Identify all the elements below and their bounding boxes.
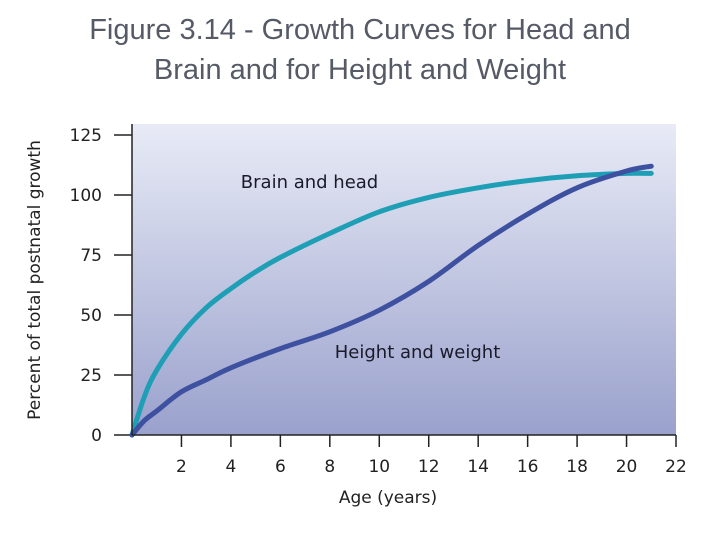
- x-tick-label: 22: [665, 457, 687, 477]
- x-axis-title: Age (years): [339, 488, 437, 508]
- slide-title-line-2: Brain and for Height and Weight: [153, 54, 567, 86]
- x-tick-label: 2: [176, 457, 187, 477]
- y-tick-label: 75: [80, 246, 102, 266]
- plot-area: [132, 124, 676, 435]
- x-tick-label: 4: [225, 457, 236, 477]
- x-tick-label: 18: [566, 457, 588, 477]
- y-tick-label: 0: [91, 426, 102, 446]
- x-tick-label: 10: [368, 457, 390, 477]
- slide-title: Figure 3.14 - Growth Curves for Head and…: [0, 10, 720, 90]
- height-and-weight-curve: [129, 163, 654, 438]
- x-tick-label: 12: [418, 457, 440, 477]
- y-tick-label: 50: [80, 306, 102, 326]
- brain-and-head-curve: [129, 170, 654, 438]
- height-and-weight-label: Height and weight: [335, 342, 501, 363]
- y-tick-label: 25: [80, 366, 102, 386]
- x-tick-label: 16: [517, 457, 539, 477]
- slide-title-line-1: Figure 3.14 - Growth Curves for Head and: [89, 14, 631, 46]
- y-axis-title: Percent of total postnatal growth: [25, 140, 45, 420]
- brain-and-head-label: Brain and head: [241, 172, 378, 193]
- x-tick-label: 20: [616, 457, 638, 477]
- x-tick-label: 14: [467, 457, 489, 477]
- x-tick-label: 8: [324, 457, 335, 477]
- y-tick-label: 125: [70, 126, 102, 146]
- x-tick-label: 6: [275, 457, 286, 477]
- y-tick-label: 100: [70, 186, 102, 206]
